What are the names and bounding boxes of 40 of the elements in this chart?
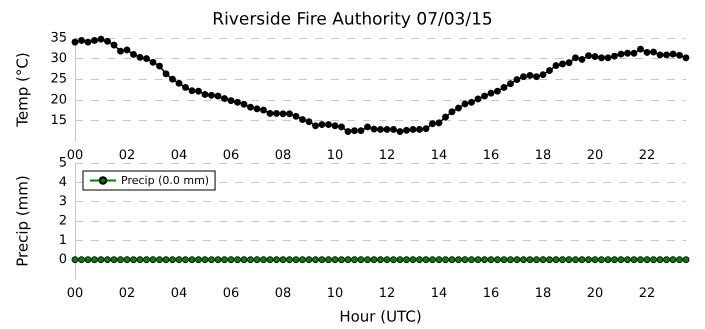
x-tick-label: 18 (534, 148, 552, 163)
y-axis-title: Precip (mm) (14, 175, 32, 267)
y-tick-label: 25 (50, 72, 67, 87)
x-tick-label: 12 (378, 286, 396, 301)
x-tick-label: 06 (222, 148, 240, 163)
y-tick-label: 1 (58, 232, 67, 248)
y-tick-label: 0 (58, 252, 67, 268)
y-tick-label: 30 (50, 51, 67, 66)
x-tick-label: 06 (222, 286, 240, 301)
x-tick-label: 20 (586, 148, 604, 163)
y-tick-label: 5 (58, 156, 67, 170)
y-tick-label: 35 (50, 30, 67, 46)
x-tick-label: 04 (170, 148, 188, 163)
x-tick-label: 02 (118, 148, 136, 163)
y-tick-label: 2 (58, 214, 67, 228)
x-tick-label: 14 (430, 286, 448, 301)
y-tick-label: 3 (58, 194, 67, 210)
x-tick-label: 00 (66, 148, 84, 163)
x-tick-label: 08 (274, 148, 292, 163)
x-tick-label: 08 (274, 286, 292, 301)
x-tick-label: 00 (66, 286, 84, 301)
x-tick-label: 22 (638, 148, 656, 163)
x-tick-label: 22 (638, 286, 656, 301)
y-tick-label: 15 (50, 112, 67, 128)
x-tick-label: 10 (326, 148, 344, 163)
x-tick-label: 18 (534, 286, 552, 301)
x-axis-title: Hour (UTC) (339, 308, 422, 326)
x-tick-label: 16 (482, 148, 500, 163)
y-tick-label: 4 (58, 174, 67, 190)
chart-title: Riverside Fire Authority 07/03/15 (212, 10, 493, 30)
x-tick-label: 02 (118, 286, 136, 301)
x-tick-label: 12 (378, 148, 396, 163)
y-tick-label: 20 (50, 92, 67, 108)
x-tick-label: 10 (326, 286, 344, 301)
legend-label: Precip (0.0 mm) (121, 174, 210, 187)
x-tick-label: 20 (586, 286, 604, 301)
y-axis-title: Temp (°C) (14, 52, 32, 128)
x-tick-label: 04 (170, 286, 188, 301)
x-tick-label: 14 (430, 148, 448, 163)
x-tick-label: 16 (482, 286, 500, 301)
